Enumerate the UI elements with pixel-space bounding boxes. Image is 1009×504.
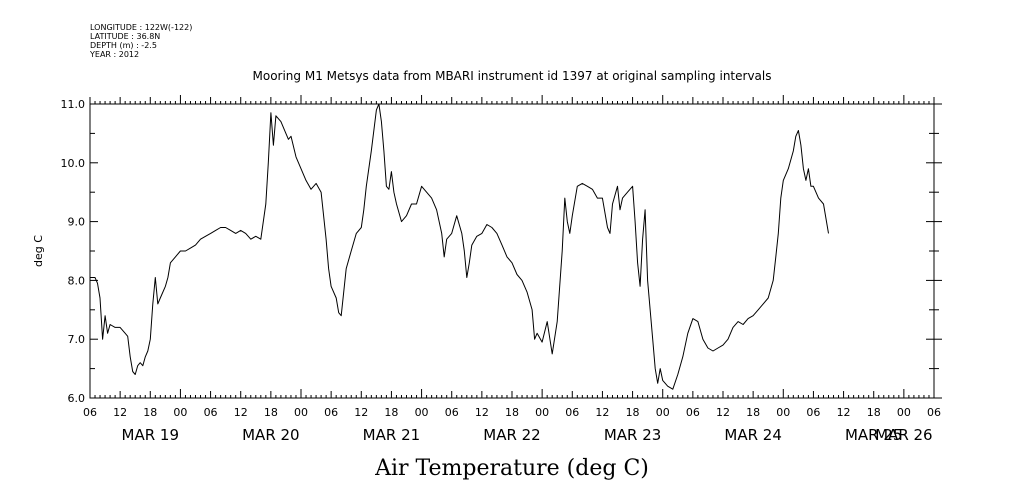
longitude-label: LONGITUDE : 122W(-122) [90,23,193,32]
y-tick-label: 6.0 [68,392,86,405]
chart-title: Mooring M1 Metsys data from MBARI instru… [253,69,772,83]
x-tick-label: 06 [806,406,820,419]
x-tick-label: 18 [384,406,398,419]
x-tick-label: 18 [264,406,278,419]
ticks-layer [89,95,942,399]
x-tick-label: 00 [415,406,429,419]
x-tick-label: 12 [716,406,730,419]
date-label: MAR 21 [363,426,420,444]
series-line [90,103,829,390]
x-tick-label: 18 [626,406,640,419]
x-tick-label: 12 [354,406,368,419]
x-tick-label: 00 [535,406,549,419]
plot-frame [89,103,935,399]
x-tick-label: 12 [595,406,609,419]
x-tick-label: 06 [324,406,338,419]
x-tick-label: 12 [837,406,851,419]
date-label: MAR 25 [845,426,902,444]
y-tick-label: 7.0 [68,333,86,346]
x-tick-label: 18 [867,406,881,419]
date-label: MAR 20 [242,426,299,444]
x-tick-label: 06 [83,406,97,419]
y-tick-label: 11.0 [61,98,86,111]
latitude-label: LATITUDE : 36.8N [90,32,161,41]
x-tick-label: 12 [113,406,127,419]
x-tick-label: 18 [143,406,157,419]
depth-label: DEPTH (m) : -2.5 [90,41,157,50]
series-layer [90,103,829,390]
date-label: MAR 26 [875,426,932,444]
x-tick-label: 06 [445,406,459,419]
date-label: MAR 23 [604,426,661,444]
x-tick-label: 00 [294,406,308,419]
y-tick-label: 8.0 [68,274,86,287]
y-tick-label: 9.0 [68,216,86,229]
year-label: YEAR : 2012 [90,50,140,59]
x-tick-label: 18 [505,406,519,419]
x-tick-label: 00 [897,406,911,419]
x-tick-label: 18 [746,406,760,419]
x-tick-label: 06 [565,406,579,419]
x-tick-label: 12 [475,406,489,419]
x-tick-label: 06 [686,406,700,419]
date-label: MAR 22 [483,426,540,444]
date-label: MAR 24 [724,426,781,444]
x-tick-label: 12 [234,406,248,419]
date-label: MAR 19 [122,426,179,444]
y-tick-label: 10.0 [61,157,86,170]
y-axis-label: deg C [32,235,45,267]
x-tick-label: 06 [927,406,941,419]
footer-title: Air Temperature (deg C) [374,456,649,481]
x-tick-label: 00 [173,406,187,419]
labels-layer: 6.0 7.0 8.0 9.0 10.0 11.0 06 12 18 00 06 12 18 00 06 12… [61,98,942,444]
x-tick-label: 06 [204,406,218,419]
x-tick-label: 00 [656,406,670,419]
x-tick-label: 00 [776,406,790,419]
